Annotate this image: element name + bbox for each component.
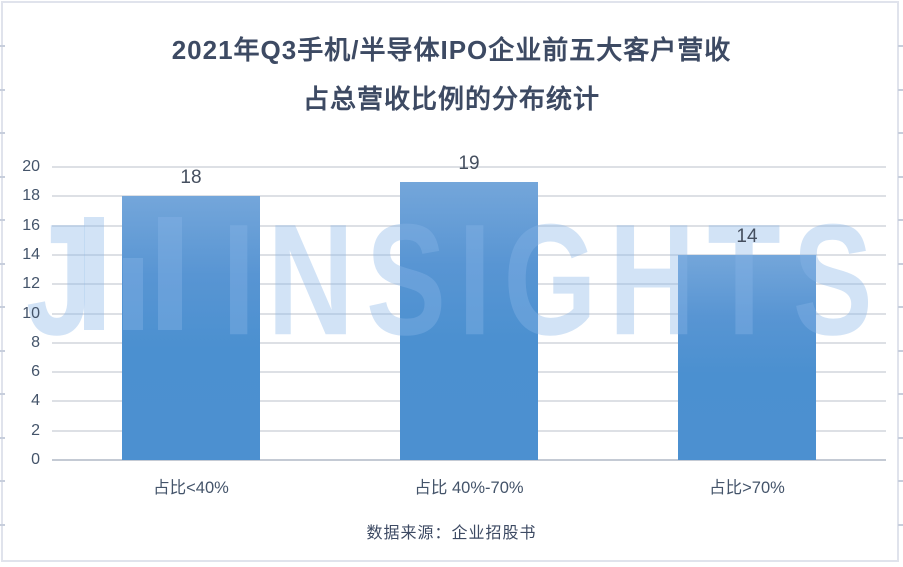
bar-占比<40% [122,196,260,460]
ruler-tick [898,436,903,439]
ruler-tick [0,523,5,526]
ruler-tick [898,175,903,178]
x-axis-category-label: 占比 40%-70% [414,479,524,497]
source-note: 数据来源：企业招股书 [366,525,537,542]
y-axis-tick-label: 10 [22,304,40,322]
ruler-tick [0,306,5,308]
ruler-tick [0,175,5,178]
ruler-tick [898,349,903,352]
gridline-0 [52,459,886,461]
ruler-tick [0,393,5,395]
ruler-tick [898,393,903,395]
ruler-tick [0,436,5,439]
bar-value-label: 19 [458,152,480,174]
chart-title-line1: 2021年Q3手机/半导体IPO企业前五大客户营收 [171,35,732,65]
ruler-tick [0,262,5,265]
ruler-tick [898,262,903,265]
ruler-tick [0,219,5,221]
chart-title-line2: 占总营收比例的分布统计 [302,84,600,114]
y-axis-tick-label: 16 [22,216,40,234]
ruler-tick [898,88,903,91]
ruler-tick [898,132,903,134]
y-axis-tick-label: 2 [31,421,40,439]
bar-占比>70% [678,254,816,460]
ruler-tick [0,45,5,47]
ruler-tick [0,132,5,134]
y-axis-tick-label: 14 [22,245,40,263]
left-axis-line [1,150,3,546]
ruler-tick [0,480,5,482]
ruler-tick [0,349,5,352]
ruler-tick [898,45,903,47]
x-axis-category-label: 占比>70% [709,479,785,497]
ruler-tick [898,306,903,308]
y-axis-tick-label: 0 [31,451,40,468]
y-axis-tick-label: 18 [22,187,40,205]
chart-title: 2021年Q3手机/半导体IPO企业前五大客户营收 占总营收比例的分布统计 [0,26,903,124]
ruler-tick [898,523,903,526]
plot-area [52,166,886,461]
gridline-20 [52,166,886,168]
ruler-tick [0,88,5,91]
ruler-tick [898,480,903,482]
y-axis-tick-label: 12 [22,275,40,293]
bar-占比 40%-70% [400,181,538,460]
y-axis-tick-label: 4 [31,392,40,410]
x-axis-category-label: 占比<40% [153,479,229,497]
y-axis-tick-label: 8 [31,333,40,351]
ruler-tick [898,219,903,221]
y-axis-tick-label: 6 [31,363,40,381]
bar-value-label: 18 [180,167,202,189]
bar-value-label: 14 [736,225,758,247]
y-axis-tick-label: 20 [22,158,40,175]
